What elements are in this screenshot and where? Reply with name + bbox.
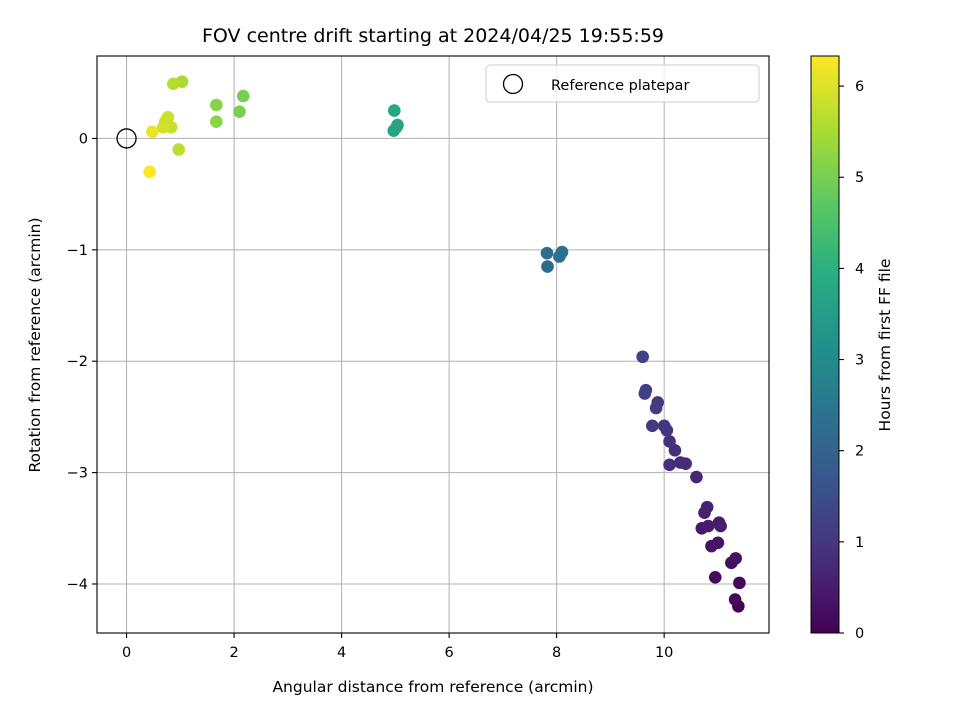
colorbar-tick-label: 3 [855,353,864,369]
data-point [210,98,223,112]
data-point [651,396,665,409]
data-point [636,350,649,364]
colorbar-tick-label: 5 [855,170,864,186]
data-point [236,89,250,103]
data-point [639,383,653,397]
y-tick-label: −1 [67,243,88,259]
x-tick-label: 2 [229,645,238,661]
colorbar-tick-label: 4 [855,261,864,277]
data-point [733,576,746,590]
data-point [663,435,676,448]
colorbar-tick-label: 6 [855,79,864,95]
x-tick-label: 8 [552,645,561,661]
x-tick-label: 10 [655,645,673,661]
data-point [728,593,742,606]
data-point [729,552,742,565]
data-point [233,105,246,118]
colorbar-gradient [810,55,840,634]
legend-label: Reference platepar [551,78,689,94]
reference-marker [116,128,137,149]
data-point [708,571,722,584]
colorbar-tick-label: 0 [855,626,864,642]
x-tick-label: 0 [122,645,131,661]
grid-lines [97,56,769,633]
colorbar: 0 1 2 3 4 5 6 Hours from first FF file [810,55,894,642]
data-point [700,500,714,514]
y-tick-label: −2 [67,354,88,370]
data-point [701,519,715,533]
colorbar-tick-label: 1 [855,535,864,551]
y-tick-label: 0 [79,131,88,147]
y-axis-label: Rotation from reference (arcmin) [26,217,44,472]
data-point [172,143,186,156]
data-point [391,118,404,132]
data-point [711,536,725,550]
legend-box [485,64,760,103]
y-tick-label: −4 [67,577,88,593]
colorbar-label: Hours from first FF file [876,259,894,432]
data-points [143,75,746,613]
data-point [714,519,727,533]
legend: Reference platepar [485,64,760,103]
data-point [167,77,180,91]
x-tick-label: 6 [445,645,454,661]
axis-ticks: 0 2 4 6 8 10 0 −1 −2 −3 −4 [67,131,674,661]
colorbar-tick-label: 2 [855,444,864,460]
legend-marker [502,73,524,95]
data-point [541,260,554,273]
colorbar-ticks: 0 1 2 3 4 5 6 [839,79,864,642]
data-point [156,120,170,134]
data-point [663,458,676,472]
x-axis-label: Angular distance from reference (arcmin) [272,678,593,696]
y-tick-label: −3 [67,466,88,482]
data-point [657,419,671,433]
plot-frame [96,55,770,634]
data-point [143,165,156,179]
data-point [690,470,703,484]
data-point [146,125,159,139]
data-point [210,115,223,129]
data-point [540,246,554,260]
chart-title: FOV centre drift starting at 2024/04/25 … [202,25,664,47]
data-point [673,456,687,469]
data-point [646,419,659,433]
data-point [387,104,401,117]
x-tick-label: 4 [337,645,346,661]
reference-point [116,128,137,149]
data-point [555,245,569,259]
